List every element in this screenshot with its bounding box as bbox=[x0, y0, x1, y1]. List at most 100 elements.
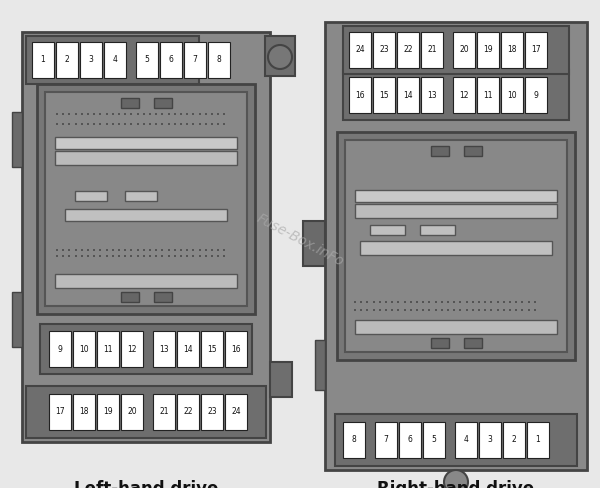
Bar bbox=[49, 331, 71, 367]
Bar bbox=[177, 394, 199, 430]
Bar bbox=[12, 292, 22, 347]
Text: 20: 20 bbox=[127, 407, 137, 416]
Text: 15: 15 bbox=[379, 90, 389, 100]
Bar bbox=[397, 77, 419, 113]
Text: 18: 18 bbox=[79, 407, 89, 416]
Text: 1: 1 bbox=[41, 56, 46, 64]
Bar bbox=[55, 137, 237, 149]
Bar bbox=[423, 422, 445, 458]
Bar bbox=[373, 32, 395, 68]
Text: 16: 16 bbox=[231, 345, 241, 353]
Bar bbox=[303, 221, 325, 266]
Text: 20: 20 bbox=[459, 45, 469, 55]
Bar bbox=[37, 84, 255, 314]
Bar bbox=[343, 70, 569, 120]
Bar bbox=[75, 191, 107, 201]
Bar bbox=[80, 42, 102, 78]
Text: 6: 6 bbox=[169, 56, 173, 64]
Bar bbox=[104, 42, 126, 78]
Bar bbox=[373, 77, 395, 113]
Circle shape bbox=[444, 470, 468, 488]
Bar bbox=[345, 140, 567, 352]
Text: 11: 11 bbox=[483, 90, 493, 100]
Text: 4: 4 bbox=[464, 435, 469, 445]
Bar bbox=[184, 42, 206, 78]
Text: 23: 23 bbox=[379, 45, 389, 55]
Text: 10: 10 bbox=[79, 345, 89, 353]
Bar bbox=[431, 338, 449, 348]
Text: 4: 4 bbox=[113, 56, 118, 64]
Text: 21: 21 bbox=[427, 45, 437, 55]
Bar bbox=[315, 340, 325, 390]
Bar bbox=[121, 292, 139, 302]
Bar bbox=[370, 225, 405, 235]
Bar bbox=[420, 225, 455, 235]
Bar bbox=[265, 36, 295, 76]
Text: 18: 18 bbox=[507, 45, 517, 55]
Text: 7: 7 bbox=[193, 56, 197, 64]
Bar bbox=[40, 324, 252, 374]
Text: 11: 11 bbox=[103, 345, 113, 353]
Bar bbox=[49, 394, 71, 430]
Text: 9: 9 bbox=[533, 90, 538, 100]
Text: 3: 3 bbox=[488, 435, 493, 445]
Bar bbox=[208, 42, 230, 78]
Text: 2: 2 bbox=[65, 56, 70, 64]
Text: 22: 22 bbox=[403, 45, 413, 55]
Bar bbox=[337, 132, 575, 360]
Text: 8: 8 bbox=[352, 435, 356, 445]
Bar bbox=[343, 422, 365, 458]
Text: 10: 10 bbox=[507, 90, 517, 100]
Text: 13: 13 bbox=[427, 90, 437, 100]
Text: 9: 9 bbox=[58, 345, 62, 353]
Bar bbox=[153, 331, 175, 367]
Bar bbox=[121, 394, 143, 430]
Bar bbox=[225, 394, 247, 430]
Bar bbox=[154, 292, 172, 302]
Text: 12: 12 bbox=[127, 345, 137, 353]
Text: 13: 13 bbox=[159, 345, 169, 353]
Text: 21: 21 bbox=[159, 407, 169, 416]
Bar bbox=[153, 394, 175, 430]
Bar bbox=[464, 146, 482, 156]
Bar bbox=[360, 241, 552, 255]
Bar bbox=[97, 394, 119, 430]
Bar bbox=[65, 209, 227, 221]
Text: 14: 14 bbox=[183, 345, 193, 353]
Bar bbox=[56, 42, 78, 78]
Bar bbox=[325, 22, 587, 470]
Bar bbox=[503, 422, 525, 458]
Bar bbox=[160, 42, 182, 78]
Text: 17: 17 bbox=[531, 45, 541, 55]
Text: 7: 7 bbox=[383, 435, 388, 445]
Bar bbox=[97, 331, 119, 367]
Text: 5: 5 bbox=[145, 56, 149, 64]
Bar bbox=[73, 394, 95, 430]
Text: 16: 16 bbox=[355, 90, 365, 100]
Circle shape bbox=[268, 45, 292, 69]
Bar bbox=[479, 422, 501, 458]
Bar bbox=[125, 191, 157, 201]
Bar bbox=[501, 77, 523, 113]
Text: 1: 1 bbox=[536, 435, 541, 445]
Text: 8: 8 bbox=[217, 56, 221, 64]
Text: Right-hand drive: Right-hand drive bbox=[377, 480, 535, 488]
Bar bbox=[22, 32, 270, 442]
Bar bbox=[355, 190, 557, 202]
Bar bbox=[453, 77, 475, 113]
Bar bbox=[464, 338, 482, 348]
Bar bbox=[201, 394, 223, 430]
Bar bbox=[399, 422, 421, 458]
Bar bbox=[177, 331, 199, 367]
Bar bbox=[421, 32, 443, 68]
Bar bbox=[525, 77, 547, 113]
Bar bbox=[527, 422, 549, 458]
Bar bbox=[55, 274, 237, 288]
Text: Left-hand drive: Left-hand drive bbox=[74, 480, 218, 488]
Bar bbox=[375, 422, 397, 458]
Bar bbox=[355, 320, 557, 334]
Bar bbox=[26, 36, 199, 84]
Text: 15: 15 bbox=[207, 345, 217, 353]
Bar bbox=[421, 77, 443, 113]
Text: 14: 14 bbox=[403, 90, 413, 100]
